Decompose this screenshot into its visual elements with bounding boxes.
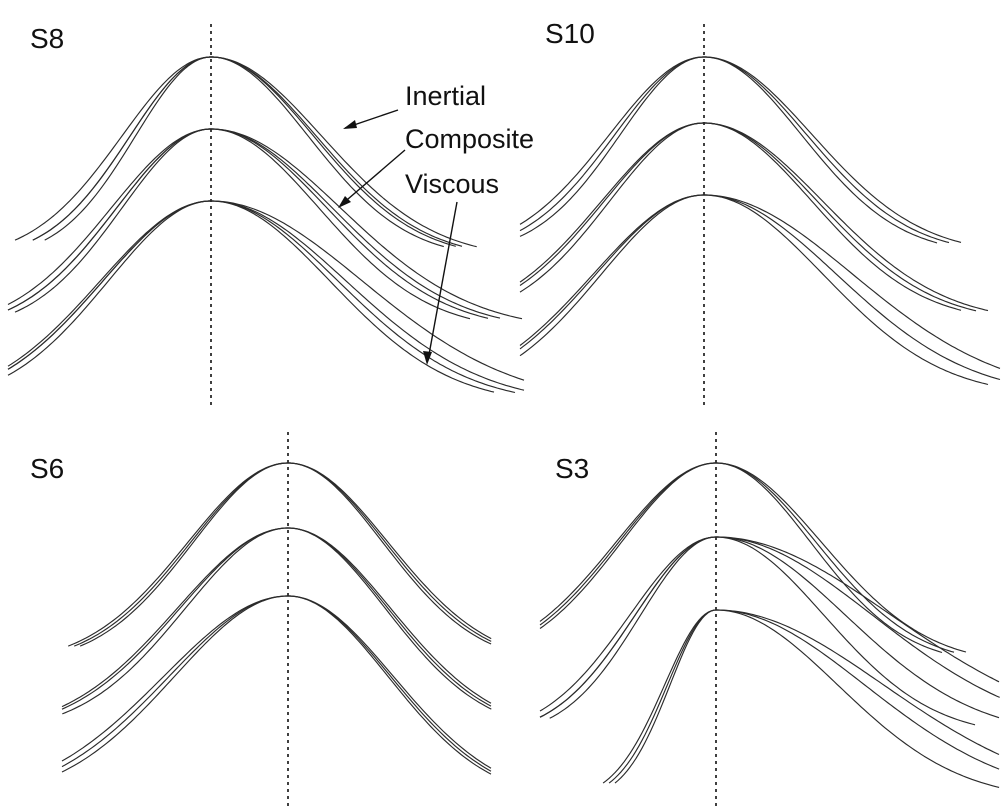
panel-label-s3: S3 [555, 453, 589, 484]
trace-s8-family-3-curve-2 [7, 200, 525, 391]
trace-s3-family-1-curve-2 [539, 462, 955, 653]
trace-s8-family-2-curve-1 [7, 128, 471, 320]
annotation-arrowhead-composite [338, 196, 351, 208]
trace-s3-family-3-curve-3 [614, 609, 1000, 784]
trace-s8-family-1-curve-1 [32, 56, 444, 248]
panel-s6: S6 [30, 432, 492, 806]
annotation-arrowhead-inertial [343, 120, 357, 129]
trace-s8-family-3-curve-3 [7, 200, 525, 381]
trace-s3-family-1-curve-3 [539, 462, 967, 653]
annotation-label-composite: Composite [405, 124, 534, 154]
trace-group-s3 [539, 462, 1000, 788]
panel-s10: S10 [519, 18, 1001, 406]
trace-s6-family-1-curve-2 [67, 462, 492, 647]
trace-s8-family-1-curve-3 [44, 56, 477, 248]
trace-s6-family-3-curve-2 [61, 595, 492, 773]
annotation-label-viscous: Viscous [405, 169, 499, 199]
panel-label-s10: S10 [545, 18, 595, 49]
trace-s10-family-3-curve-2 [519, 194, 1001, 381]
panel-s8: S8 Inertial Composite Viscous [7, 23, 534, 406]
trace-s10-family-3-curve-3 [519, 194, 1001, 369]
trace-s8-family-3-curve-4 [7, 200, 516, 394]
panel-label-s6: S6 [30, 453, 64, 484]
trace-s8-family-1-curve-4 [32, 56, 456, 247]
trace-s8-family-3-curve-1 [7, 200, 495, 393]
trace-s3-family-2-curve-2 [539, 536, 1000, 719]
annotation-arrow-composite [340, 149, 406, 206]
trace-s3-family-2-curve-4 [539, 536, 1000, 718]
trace-s10-family-1-curve-1 [519, 56, 938, 244]
trace-s10-family-2-curve-3 [519, 122, 989, 312]
trace-s8-family-2-curve-3 [14, 128, 523, 320]
trace-s3-family-2-curve-1 [539, 536, 976, 726]
trace-s8-family-2-curve-2 [7, 128, 501, 319]
trace-s6-family-3-curve-3 [61, 595, 492, 775]
trace-s3-family-3-curve-1 [608, 609, 1000, 788]
trace-s6-family-1-curve-3 [79, 462, 492, 647]
trace-s10-family-3-curve-1 [519, 194, 989, 386]
annotation-arrow-viscous [427, 201, 458, 361]
trace-s10-family-2-curve-1 [519, 122, 962, 311]
trace-group-s8 [7, 56, 525, 394]
annotation-label-inertial: Inertial [405, 81, 486, 111]
trace-s10-family-1-curve-3 [519, 56, 962, 243]
trace-s6-family-2-curve-1 [61, 527, 492, 710]
trace-s6-family-3-curve-1 [61, 595, 492, 772]
trace-s3-family-1-curve-1 [539, 462, 943, 654]
trace-s6-family-2-curve-3 [62, 527, 492, 715]
panel-s3: S3 [539, 432, 1000, 806]
trace-group-s6 [61, 462, 492, 775]
trace-s6-family-1-curve-1 [73, 462, 492, 647]
annotation-arrowhead-viscous [423, 351, 432, 365]
trace-s10-family-1-curve-2 [519, 56, 950, 244]
trace-group-s10 [519, 56, 1001, 386]
trace-s3-family-3-curve-2 [602, 609, 1000, 784]
trace-s3-family-2-curve-3 [549, 536, 1000, 719]
panel-label-s8: S8 [30, 23, 64, 54]
trace-s8-family-2-curve-4 [7, 128, 489, 319]
trace-s10-family-2-curve-2 [519, 122, 977, 312]
